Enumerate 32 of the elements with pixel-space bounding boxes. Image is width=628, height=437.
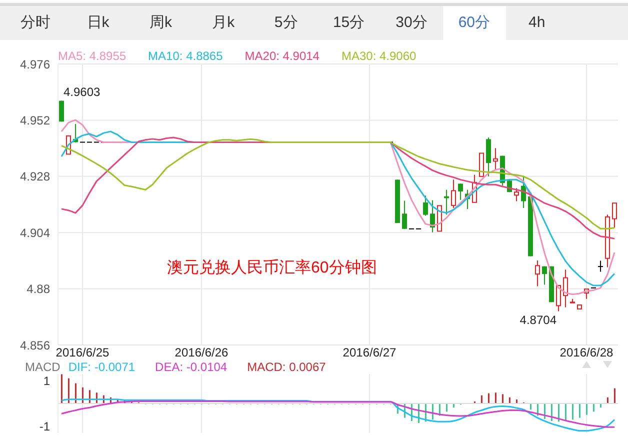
text: 30分 bbox=[394, 13, 428, 33]
text: MA10: 4.8865 bbox=[148, 49, 223, 63]
y-tick-label: 4.88 bbox=[26, 282, 50, 296]
text: 周k bbox=[148, 13, 173, 33]
annotation: 澳元兑换人民币汇率60分钟图 bbox=[167, 258, 377, 278]
text: MA5: 4.8955 bbox=[58, 49, 126, 63]
text: DIF: -0.0071 bbox=[68, 360, 136, 374]
text: MA30: 4.9060 bbox=[341, 49, 416, 63]
text: MA20: 4.9014 bbox=[244, 49, 320, 63]
y-tick-label: 4.952 bbox=[20, 113, 50, 128]
y-tick-label: 1 bbox=[43, 374, 50, 388]
text: 月k bbox=[211, 13, 236, 33]
text: DEA: -0.0104 bbox=[155, 360, 228, 374]
x-tick-label: 2016/6/28 bbox=[560, 346, 614, 360]
x-tick-label: 2016/6/27 bbox=[342, 346, 397, 360]
text: 分时 bbox=[19, 13, 52, 33]
text: MACD: 0.0067 bbox=[247, 360, 326, 374]
y-tick-label: 4.928 bbox=[20, 170, 50, 184]
y-tick-label: 4.904 bbox=[20, 226, 50, 240]
annotation: 4.9603 bbox=[64, 84, 100, 99]
text: 60分 bbox=[442, 6, 506, 40]
chart-title: MACD bbox=[25, 360, 60, 374]
text: 日k bbox=[86, 13, 110, 33]
y-tick-label: 4.976 bbox=[20, 57, 50, 72]
x-tick-label: 2016/6/25 bbox=[56, 346, 110, 360]
x-tick-label: 2016/6/26 bbox=[174, 346, 229, 360]
annotation: 4.8704 bbox=[520, 313, 556, 328]
text: 15分 bbox=[332, 13, 366, 33]
text: 5分 bbox=[273, 13, 299, 33]
y-tick-label: 4.856 bbox=[20, 338, 50, 352]
text: 4h bbox=[528, 13, 546, 33]
y-tick-label: -1 bbox=[39, 419, 50, 434]
